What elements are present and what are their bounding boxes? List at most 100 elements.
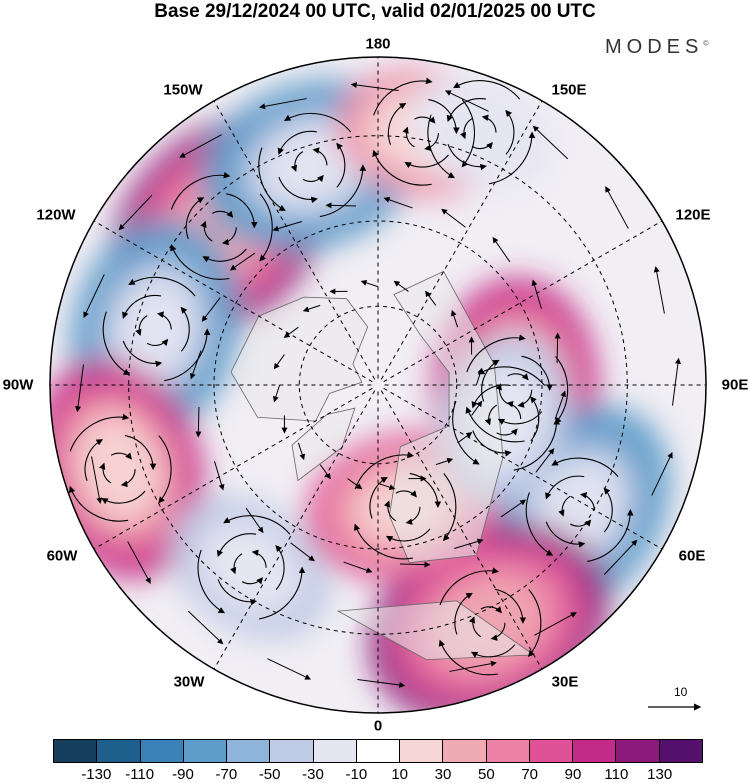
streamline	[404, 154, 449, 169]
streamline	[521, 355, 553, 391]
streamline	[513, 417, 560, 471]
colorbar-segment	[356, 740, 401, 762]
colorbar-segment	[529, 740, 574, 762]
colorbar-segment	[140, 740, 184, 762]
wind-arrow	[195, 406, 202, 438]
streamline	[414, 116, 436, 124]
wind-arrow	[319, 464, 331, 480]
streamline	[68, 485, 129, 522]
wind-arrow	[127, 541, 151, 584]
streamline	[84, 439, 104, 481]
streamline	[283, 112, 352, 133]
streamline	[336, 142, 346, 188]
streamline	[452, 401, 480, 465]
colorbar-segment	[616, 740, 660, 762]
colorbar-tick-label: -70	[215, 766, 238, 783]
wind-arrow	[605, 186, 629, 229]
wind-arrow	[302, 304, 321, 313]
streamline	[402, 126, 415, 148]
streamline	[99, 462, 112, 484]
coastline	[388, 270, 504, 564]
wind-arrow	[377, 482, 396, 490]
streamline	[241, 577, 264, 585]
wind-arrow	[651, 451, 673, 496]
streamline	[545, 521, 586, 548]
colorbar-segment	[183, 740, 228, 762]
wind-arrow	[454, 538, 484, 549]
streamline	[494, 588, 527, 624]
streamline	[164, 328, 211, 382]
wind-arrow	[118, 194, 153, 231]
colorbar-segment	[97, 740, 141, 762]
colorbar-segment	[54, 740, 98, 762]
anomaly-blob	[212, 534, 288, 602]
streamline	[481, 114, 497, 133]
streamline	[527, 589, 542, 658]
colorbar-tick-label: 10	[391, 766, 408, 783]
wind-arrow	[531, 279, 542, 309]
wind-arrow	[425, 290, 437, 306]
streamline	[496, 428, 518, 436]
streamline	[459, 118, 473, 140]
lat-lon-grid	[50, 57, 706, 713]
streamline	[468, 616, 482, 638]
streamline	[428, 99, 460, 135]
lon-label-90w: 90W	[2, 376, 34, 394]
streamline	[471, 384, 511, 409]
wind-arrow	[325, 202, 357, 209]
streamline	[223, 515, 291, 535]
streamline	[438, 639, 498, 676]
colorbar-tick-label: 70	[521, 766, 538, 783]
streamline	[156, 311, 172, 330]
wind-arrow	[444, 90, 489, 112]
wind-arrow	[201, 297, 221, 322]
streamline	[258, 147, 286, 212]
streamline	[505, 109, 515, 155]
streamline	[507, 373, 529, 381]
streamline	[222, 227, 237, 246]
streamline	[369, 476, 388, 519]
colorbar-tick-label: -90	[172, 766, 194, 783]
wind-arrow	[492, 236, 511, 263]
wind-arrow	[214, 461, 225, 491]
wind-arrow	[297, 442, 306, 461]
streamline	[319, 164, 367, 218]
streamline	[170, 244, 230, 280]
streamline	[259, 193, 273, 262]
streamline	[545, 475, 585, 500]
lon-label-0: 0	[373, 717, 383, 735]
streamline	[120, 469, 136, 488]
meridian-line	[93, 220, 373, 383]
lon-label-150w: 150W	[163, 81, 203, 99]
wind-arrow	[259, 98, 307, 110]
meridian-line	[380, 390, 543, 670]
wind-arrow	[383, 196, 413, 209]
streamline	[517, 389, 533, 408]
wind-arrow	[179, 134, 222, 158]
wind-arrow	[350, 82, 399, 92]
streamline	[480, 606, 502, 614]
wind-arrow	[534, 612, 577, 636]
anomaly-blob	[446, 105, 514, 160]
colorbar-segment	[443, 740, 487, 762]
coastline	[291, 407, 356, 482]
streamline	[216, 533, 257, 558]
streamline	[180, 306, 190, 352]
streamline	[312, 147, 328, 166]
wind-arrow	[449, 660, 497, 672]
streamline	[481, 359, 500, 402]
streamline	[424, 132, 439, 152]
streamline	[603, 487, 613, 533]
streamline	[128, 276, 196, 297]
streamline	[446, 98, 486, 123]
wind-arrow	[347, 478, 363, 490]
colorbar	[53, 739, 703, 763]
wind-arrow	[91, 456, 103, 504]
brand-logo: MODES©	[605, 36, 709, 59]
streamline	[554, 356, 569, 425]
wind-arrow	[393, 280, 409, 292]
streamline	[409, 472, 442, 508]
streamline	[439, 567, 499, 606]
meridian-line	[213, 100, 376, 380]
